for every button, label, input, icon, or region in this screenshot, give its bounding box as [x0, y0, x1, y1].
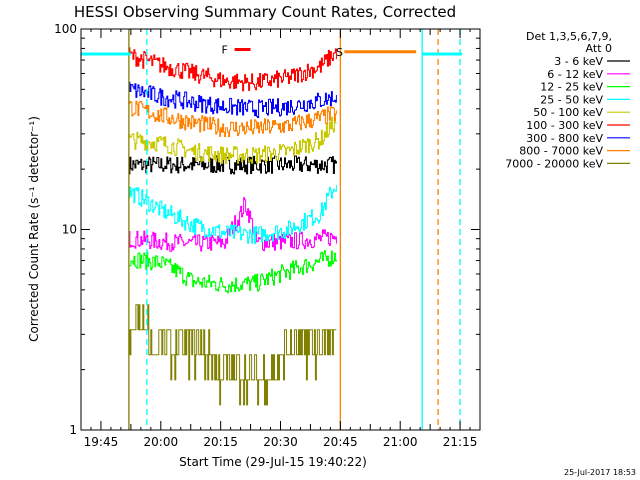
flag-label-0: F: [221, 44, 227, 57]
x-tick-label: 21:15: [443, 435, 478, 449]
footer-date: 25-Jul-2017 18:53: [564, 468, 636, 477]
legend-label-7: 800 - 7000 keV: [519, 145, 603, 158]
y-axis-label: Corrected Count Rate (s⁻¹ detector⁻¹): [27, 116, 41, 342]
series-line-3: [128, 185, 337, 245]
legend-header: Det 1,3,5,6,7,9,: [526, 30, 612, 43]
legend-label-8: 7000 - 20000 keV: [505, 157, 603, 170]
series-line-4: [128, 116, 337, 164]
x-tick-label: 19:45: [84, 435, 119, 449]
y-tick-label: 1: [69, 423, 77, 437]
legend-label-6: 300 - 800 keV: [526, 132, 603, 145]
series-line-5: [128, 47, 337, 92]
series-line-0: [128, 155, 337, 175]
legend-label-5: 100 - 300 keV: [526, 119, 603, 132]
series-group: [128, 47, 337, 406]
y-tick-label: 100: [54, 22, 77, 36]
x-tick-label: 20:30: [263, 435, 298, 449]
legend-label-2: 12 - 25 keV: [540, 81, 603, 94]
flag-label-1: S: [336, 46, 343, 59]
series-line-7: [128, 100, 337, 138]
legend-label-3: 25 - 50 keV: [540, 93, 603, 106]
series-line-6: [128, 81, 337, 119]
legend-header: Att 0: [586, 42, 612, 55]
series-line-8: [128, 304, 337, 406]
legend-label-4: 50 - 100 keV: [533, 106, 603, 119]
x-tick-label: 21:00: [383, 435, 418, 449]
legend-label-1: 6 - 12 keV: [547, 68, 603, 81]
x-tick-label: 20:45: [323, 435, 358, 449]
x-tick-label: 20:15: [203, 435, 238, 449]
x-axis-label: Start Time (29-Jul-15 19:40:22): [179, 455, 367, 469]
chart-title: HESSI Observing Summary Count Rates, Cor…: [74, 3, 456, 21]
legend-label-0: 3 - 6 keV: [554, 55, 603, 68]
y-tick-label: 10: [62, 223, 77, 237]
axes-group: 19:45 20:00 20:15 20:30 20:45 21:00 21:15 1 10 10…: [54, 22, 481, 449]
series-line-2: [128, 250, 337, 294]
x-tick-label: 20:00: [144, 435, 179, 449]
